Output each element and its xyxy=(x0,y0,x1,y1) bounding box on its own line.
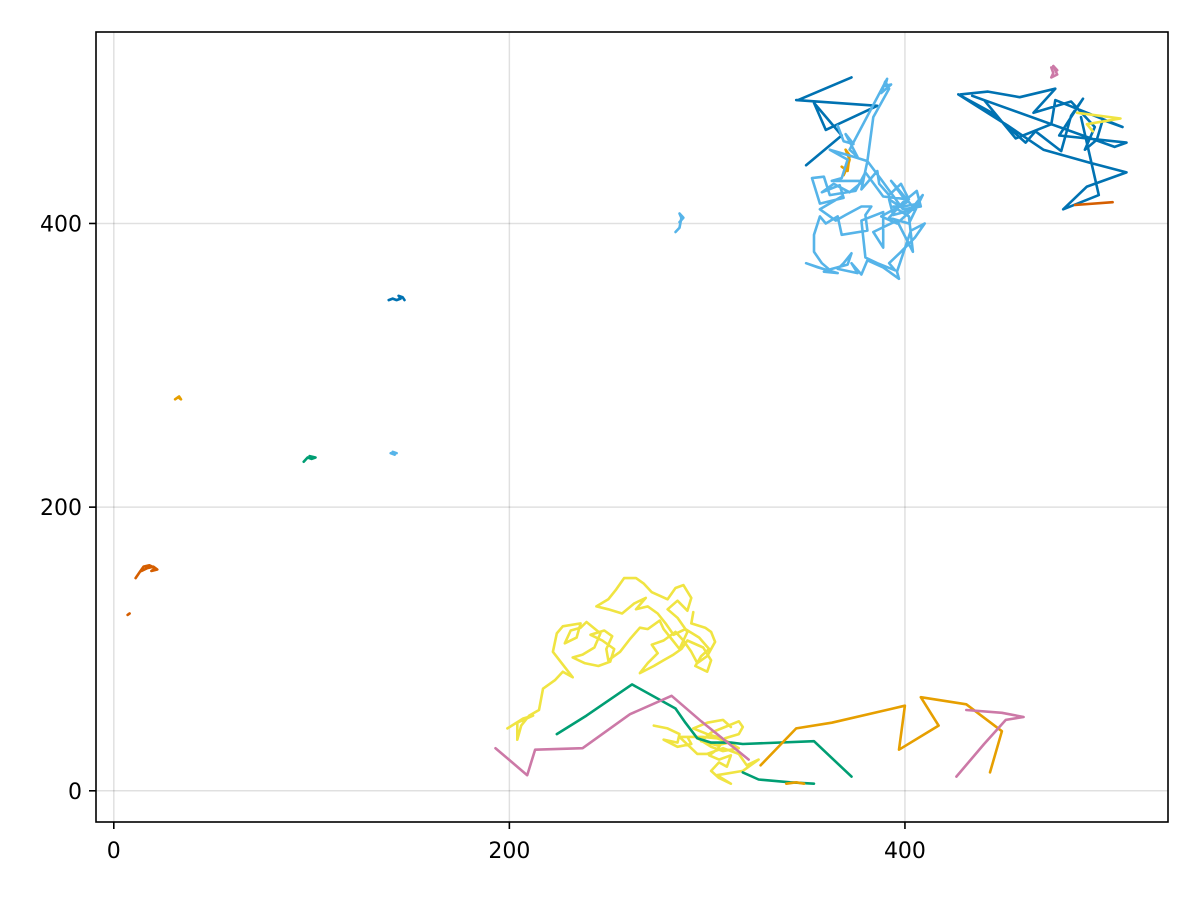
trajectory-series-19 xyxy=(759,695,1004,774)
trajectory-series-11 xyxy=(1050,64,1059,79)
trajectory-series-9 xyxy=(1073,200,1114,207)
x-tick-label: 200 xyxy=(488,839,530,864)
y-tick-label: 200 xyxy=(40,496,82,521)
trajectory-series-21 xyxy=(955,708,1025,778)
trajectory-series-1 xyxy=(389,450,398,457)
grid-lines xyxy=(96,32,1168,822)
trajectory-series-3 xyxy=(302,454,317,464)
trajectory-series-20 xyxy=(784,780,806,786)
trajectory-series-7 xyxy=(794,76,879,167)
trajectory-series-13 xyxy=(804,77,927,281)
series-group xyxy=(126,64,1128,786)
trajectory-series-12 xyxy=(840,148,851,177)
trajectory-series-18 xyxy=(494,694,751,777)
axis-ticks: 0 200 400 0 200 400 xyxy=(40,212,926,864)
x-tick-label: 0 xyxy=(107,839,121,864)
y-tick-label: 400 xyxy=(40,212,82,237)
trajectory-series-6 xyxy=(674,212,685,234)
y-tick-label: 0 xyxy=(68,780,82,805)
axes-frame xyxy=(95,31,1169,823)
trajectory-series-2 xyxy=(173,395,183,401)
trajectory-series-15 xyxy=(652,718,760,786)
x-tick-label: 400 xyxy=(884,839,926,864)
trajectory-series-5 xyxy=(126,612,131,617)
trajectory-series-16 xyxy=(555,683,853,778)
trajectory-series-4 xyxy=(134,563,159,580)
trajectory-series-0 xyxy=(387,294,406,302)
trajectory-series-14 xyxy=(506,576,717,742)
trajectory-series-10 xyxy=(1075,111,1122,133)
